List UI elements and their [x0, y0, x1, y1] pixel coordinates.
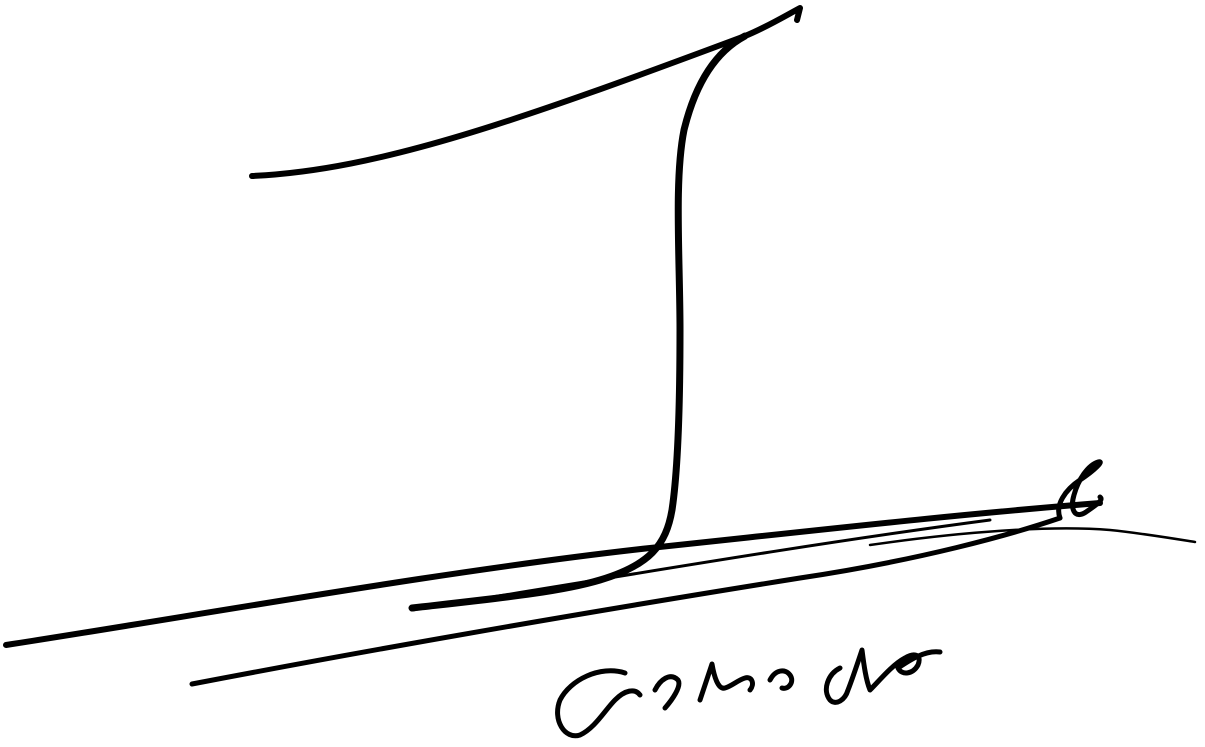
- signature-base-line-1: [3, 500, 1103, 648]
- signature-right-loop: [1056, 459, 1104, 521]
- signature-base-line-2: [189, 515, 1063, 687]
- signature-thin-stroke: [410, 518, 992, 612]
- signature-vertical-stroke: [408, 32, 749, 612]
- signature-right-sweep: [868, 527, 1197, 547]
- signature-top-stroke: [249, 5, 803, 179]
- signature-initials: [555, 647, 943, 739]
